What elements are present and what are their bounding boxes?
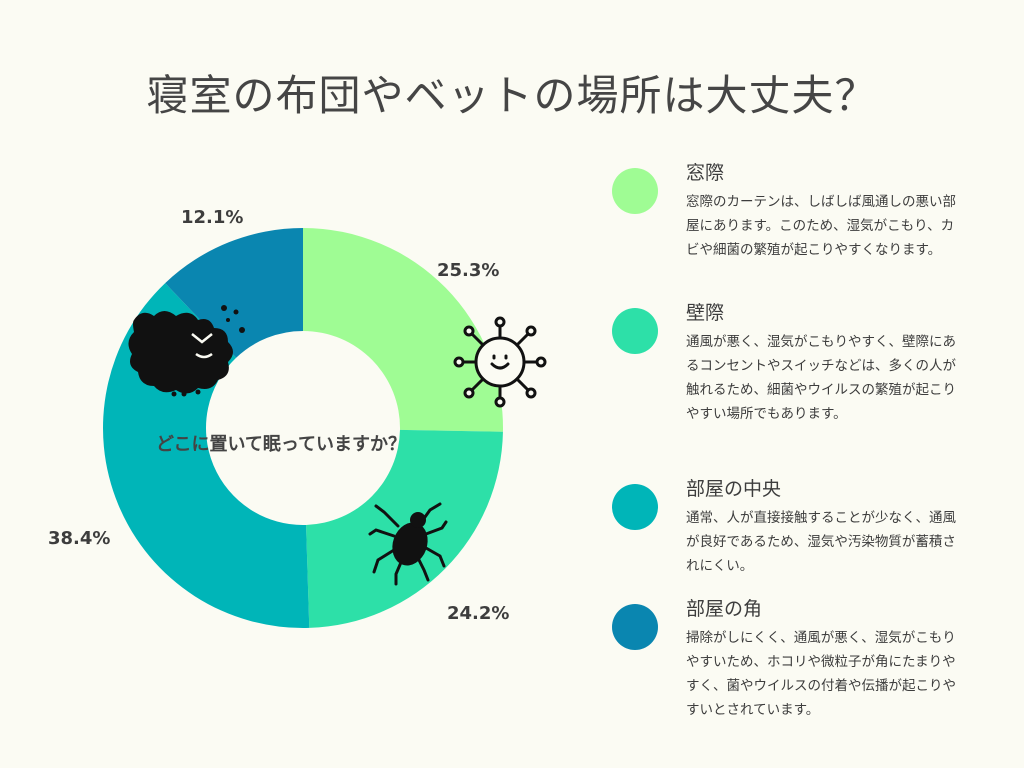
legend-swatch: [612, 484, 658, 530]
slice-window: [303, 228, 503, 432]
legend-description: 通常、人が直接接触することが少なく、通風が良好であるため、湿気や汚染物質が蓄積さ…: [686, 510, 956, 574]
slice-corner: [165, 228, 303, 358]
legend-description: 窓際のカーテンは、しばしば風通しの悪い部屋にあります。このため、湿気がこもり、カ…: [686, 194, 956, 258]
virus-icon: [453, 316, 547, 408]
legend-label: 部屋の中央: [686, 478, 782, 500]
tick-icon: [368, 502, 448, 586]
data-label-wall: 24.2%: [447, 603, 510, 624]
legend-description: 通風が悪く、湿気がこもりやすく、壁際にあるコンセントやスイッチなどは、多くの人が…: [686, 334, 956, 422]
legend-label: 壁際: [686, 302, 725, 324]
legend-swatch: [612, 168, 658, 214]
legend-label: 窓際: [686, 162, 725, 184]
germ-monster-icon: [128, 305, 245, 397]
legend-swatch: [612, 308, 658, 354]
data-label-center: 38.4%: [48, 528, 111, 549]
legend-description: 掃除がしにくく、通風が悪く、湿気がこもりやすいため、ホコリや微粒子が角にたまりや…: [686, 630, 956, 718]
data-label-corner: 12.1%: [181, 207, 244, 228]
data-label-window: 25.3%: [437, 260, 500, 281]
legend-swatch: [612, 604, 658, 650]
center-question: どこに置いて眠っていますか？: [156, 434, 407, 455]
page-title: 寝室の布団やベットの場所は大丈夫？: [146, 71, 878, 120]
legend-label: 部屋の角: [686, 598, 763, 620]
